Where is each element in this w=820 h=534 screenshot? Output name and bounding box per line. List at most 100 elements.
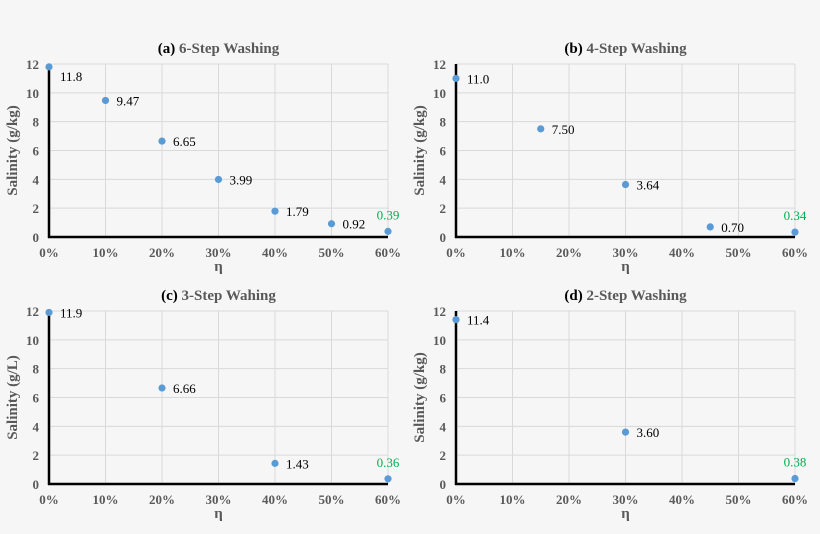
chart-title: (c) 3-Step Wahing: [161, 288, 276, 304]
y-tick-label: 2: [33, 201, 40, 216]
y-tick-label: 8: [440, 362, 447, 377]
x-tick-label: 30%: [206, 492, 232, 507]
x-tick-label: 0%: [446, 245, 466, 260]
x-tick-label: 0%: [39, 245, 59, 260]
data-label: 11.8: [60, 69, 82, 84]
chart-title: (a) 6-Step Washing: [158, 41, 280, 57]
data-label: 3.60: [637, 425, 660, 440]
y-tick-label: 2: [33, 448, 40, 463]
x-axis-label: η: [621, 506, 630, 522]
x-tick-label: 60%: [782, 245, 808, 260]
y-tick-label: 0: [440, 230, 447, 245]
y-tick-label: 4: [33, 172, 40, 187]
y-tick-label: 12: [26, 57, 39, 72]
x-axis-label: η: [214, 259, 223, 275]
y-tick-label: 8: [33, 115, 40, 130]
y-tick-label: 4: [33, 419, 40, 434]
x-tick-label: 60%: [782, 492, 808, 507]
x-tick-label: 40%: [669, 492, 695, 507]
data-label: 3.64: [637, 178, 660, 193]
y-tick-label: 4: [440, 172, 447, 187]
x-axis-label: η: [214, 506, 223, 522]
data-label: 0.36: [377, 455, 400, 470]
data-point: [214, 175, 223, 184]
data-label: 3.99: [230, 172, 253, 187]
data-label: 9.47: [117, 93, 140, 108]
title-text: 2-Step Washing: [586, 288, 687, 304]
x-tick-label: 30%: [613, 492, 639, 507]
data-label: 7.50: [552, 122, 575, 137]
y-tick-label: 2: [440, 201, 447, 216]
title-prefix: (b): [564, 41, 586, 57]
x-tick-label: 10%: [93, 492, 119, 507]
x-tick-label: 40%: [262, 492, 288, 507]
x-tick-label: 50%: [319, 492, 345, 507]
y-tick-label: 10: [433, 333, 446, 348]
panel-d: 0% 10% 20% 30% 40% 50% 60% 0 2 4 6 8 10 12 (d) 2-Step …: [412, 288, 808, 522]
y-tick-label: 12: [26, 304, 39, 319]
panel-a: 0% 10% 20% 30% 40% 50% 60% 0 2 4 6 8 10 12 (a) 6-Step …: [5, 41, 401, 275]
data-label: 1.43: [286, 456, 309, 471]
data-point: [158, 137, 166, 145]
y-tick-label: 8: [440, 115, 447, 130]
data-point: [271, 207, 279, 215]
y-tick-label: 6: [440, 391, 447, 406]
y-axis-label: Salinity (g/kg): [412, 352, 428, 442]
title-prefix: (d): [564, 288, 586, 304]
y-axis-label: Salinity (g/kg): [5, 105, 21, 195]
y-tick-label: 0: [33, 230, 40, 245]
chart-title: (b) 4-Step Washing: [564, 41, 687, 57]
data-point: [384, 227, 392, 235]
data-point: [158, 384, 166, 392]
y-tick-label: 12: [433, 57, 446, 72]
data-point: [384, 475, 392, 483]
x-tick-label: 20%: [556, 492, 582, 507]
data-label: 0.39: [377, 207, 400, 222]
x-tick-label: 40%: [669, 245, 695, 260]
x-tick-label: 50%: [319, 245, 345, 260]
data-point: [621, 180, 630, 189]
data-point: [791, 228, 799, 236]
x-tick-label: 60%: [375, 492, 401, 507]
x-axis-label: η: [621, 259, 630, 275]
y-tick-label: 10: [433, 86, 446, 101]
data-point: [327, 220, 336, 228]
y-axis-label: Salinity (g/kg): [412, 105, 428, 195]
data-label: 11.9: [60, 305, 82, 320]
panel-c: 0% 10% 20% 30% 40% 50% 60% 0 2 4 6 8 10 12 (c) 3-Step …: [5, 288, 401, 522]
data-label: 0.70: [721, 220, 744, 235]
data-label: 11.0: [467, 71, 489, 86]
y-tick-label: 6: [33, 391, 40, 406]
data-point: [706, 223, 714, 231]
y-tick-label: 6: [33, 144, 40, 159]
y-tick-label: 2: [440, 448, 447, 463]
chart-title: (d) 2-Step Washing: [564, 288, 687, 304]
data-point: [791, 474, 799, 483]
y-tick-label: 10: [26, 86, 39, 101]
x-tick-label: 30%: [613, 245, 639, 260]
x-tick-label: 20%: [556, 245, 582, 260]
data-label: 1.79: [286, 204, 309, 219]
data-label: 0.34: [784, 208, 807, 223]
data-label: 0.38: [784, 455, 807, 470]
title-text: 4-Step Washing: [586, 41, 687, 57]
data-label: 6.66: [173, 381, 196, 396]
y-tick-label: 4: [440, 419, 447, 434]
data-point: [101, 96, 110, 105]
x-tick-label: 40%: [262, 245, 288, 260]
x-tick-label: 60%: [375, 245, 401, 260]
data-point: [452, 74, 460, 83]
data-point: [537, 125, 545, 133]
y-tick-label: 12: [433, 304, 446, 319]
y-tick-label: 6: [440, 144, 447, 159]
x-tick-label: 0%: [39, 492, 59, 507]
y-tick-label: 0: [440, 477, 447, 492]
data-point: [45, 308, 53, 317]
y-tick-label: 0: [33, 477, 40, 492]
x-tick-label: 0%: [446, 492, 466, 507]
data-point: [45, 63, 53, 71]
title-prefix: (c): [161, 288, 181, 304]
x-tick-label: 50%: [726, 492, 752, 507]
data-point: [271, 459, 279, 467]
